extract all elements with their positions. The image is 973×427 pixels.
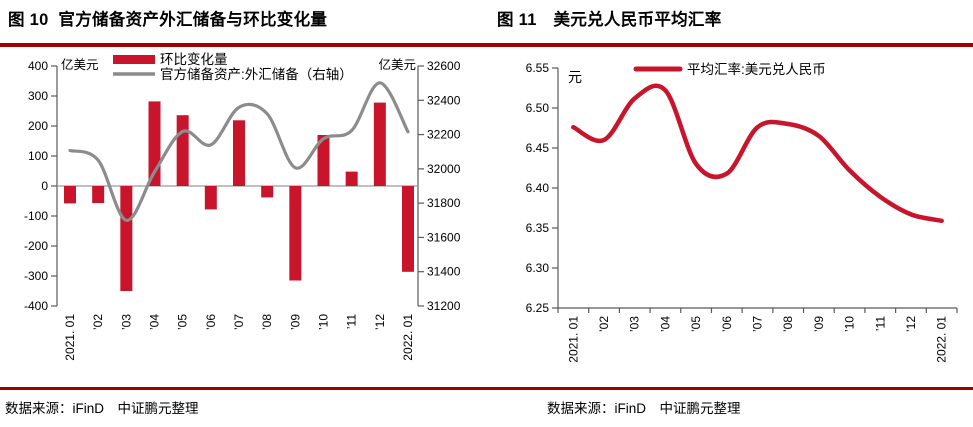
x-tick-label: ’12 [904, 316, 918, 332]
left-y-tick-label: 400 [28, 59, 48, 73]
right-y-tick-label: 32200 [427, 128, 461, 142]
right-y-tick-label: 31400 [427, 265, 461, 279]
bar [317, 135, 330, 186]
y-axis-unit-label: 元 [568, 69, 582, 85]
x-tick-label: ’02 [91, 314, 105, 330]
left-y-tick-label: -200 [24, 239, 48, 253]
y-tick-label: 6.35 [526, 221, 550, 235]
x-tick-label: ’06 [720, 316, 734, 332]
x-tick-label: 2021. 01 [566, 316, 580, 363]
bar [233, 120, 246, 186]
left-y-tick-label: 100 [28, 149, 48, 163]
x-tick-label: ’09 [812, 316, 826, 332]
x-tick-label: ’11 [873, 316, 887, 331]
legend-label-exchange-rate: 平均汇率:美元兑人民币 [687, 61, 826, 77]
bar [120, 186, 133, 291]
right-y-tick-label: 32000 [427, 162, 461, 176]
y-tick-label: 6.30 [526, 261, 550, 275]
x-tick-label: ’04 [658, 316, 672, 332]
left-axis-unit-label: 亿美元 [61, 57, 99, 72]
x-tick-label: ’07 [751, 316, 765, 332]
x-tick-label: 2021. 01 [63, 314, 77, 361]
x-tick-label: ’03 [119, 314, 133, 330]
bar [373, 102, 386, 186]
left-y-tick-label: -100 [24, 209, 48, 223]
figure10-title: 图 10 官方储备资产外汇储备与环比变化量 [8, 11, 328, 29]
y-tick-label: 6.45 [526, 141, 550, 155]
bar [92, 186, 105, 204]
bar [64, 186, 76, 204]
y-tick-label: 6.50 [526, 101, 550, 115]
title-underline-rule [0, 43, 973, 47]
x-tick-label: 2022. 01 [401, 314, 415, 361]
mom-change-bars [64, 101, 415, 291]
y-tick-label: 6.55 [526, 61, 550, 75]
legend-label-line-series: 官方储备资产:外汇储备（右轴） [160, 66, 353, 82]
x-tick-label: ’05 [176, 314, 190, 330]
bar [402, 186, 415, 272]
legend-bar-swatch [113, 55, 155, 64]
usdcny-average-rate-line [571, 83, 944, 224]
x-tick-label: ’02 [597, 316, 611, 332]
bar [289, 186, 302, 281]
right-y-tick-label: 31800 [427, 196, 461, 210]
right-y-tick-label: 31200 [427, 299, 461, 313]
right-axis-unit-label: 亿美元 [378, 57, 416, 72]
bar [204, 186, 217, 210]
figure11-title: 图 11 美元兑人民币平均汇率 [497, 11, 722, 29]
left-y-tick-label: 0 [41, 179, 48, 193]
x-tick-label: ’10 [843, 316, 857, 332]
figure10-source-note: 数据来源：iFinD 中证鹏元整理 [5, 401, 199, 416]
x-tick-label: ’08 [781, 316, 795, 332]
figure11-chart-canvas: 6.55 6.50 6.45 6.40 6.35 6.30 6.25 元 平均汇率:美元兑人民币… [526, 61, 958, 363]
x-tick-label: ’03 [628, 316, 642, 332]
x-tick-label: 2022. 01 [935, 316, 949, 363]
x-tick-label: ’04 [148, 314, 162, 330]
right-y-tick-label: 31600 [427, 230, 461, 244]
x-tick-label: ’06 [204, 314, 218, 330]
left-y-tick-label: 200 [28, 119, 48, 133]
x-tick-label: ’09 [288, 314, 302, 330]
fx-reserves-line [68, 81, 410, 222]
y-tick-label: 6.40 [526, 181, 550, 195]
figure11-source-note: 数据来源：iFinD 中证鹏元整理 [547, 401, 741, 416]
right-y-tick-label: 32400 [427, 93, 461, 107]
bar [345, 171, 358, 186]
bar [261, 186, 274, 198]
x-tick-label: ’07 [232, 314, 246, 330]
x-tick-label: ’10 [317, 314, 331, 330]
x-tick-label: ’08 [260, 314, 274, 330]
x-tick-label: ’12 [373, 314, 387, 330]
left-y-tick-label: -300 [24, 269, 48, 283]
y-tick-label: 6.25 [526, 301, 550, 315]
figure10-chart-canvas: 400 300 200 100 0 -100 -200 -300 -400 32600 32400 3… [24, 52, 461, 361]
x-tick-label: ’11 [345, 314, 359, 329]
footer-divider-rule [0, 387, 973, 390]
x-axis-labels: 2021. 01 ’02 ’03 ’04 ’05 ’06 ’07 ’08 ’09 ’10 ’11 ’1… [63, 314, 415, 361]
right-y-tick-label: 32600 [427, 59, 461, 73]
legend-label-bar-series: 环比变化量 [160, 52, 228, 67]
x-axis-labels: 2021. 01 ’02 ’03 ’04 ’05 ’06 ’07 ’08 ’09 ’10 ’11 ’1… [566, 316, 948, 363]
left-y-tick-label: -400 [24, 299, 48, 313]
left-y-tick-label: 300 [28, 89, 48, 103]
x-tick-label: ’05 [689, 316, 703, 332]
bar [176, 115, 189, 186]
